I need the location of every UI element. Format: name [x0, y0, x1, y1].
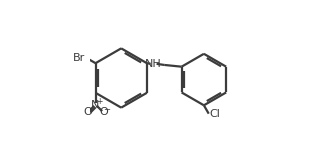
Text: O: O: [83, 107, 92, 117]
Text: Br: Br: [73, 53, 86, 63]
Text: Cl: Cl: [209, 109, 220, 119]
Text: +: +: [96, 97, 102, 106]
Text: −: −: [103, 105, 110, 115]
Text: O: O: [99, 107, 108, 117]
Text: NH: NH: [145, 59, 162, 69]
Text: N: N: [91, 100, 100, 110]
